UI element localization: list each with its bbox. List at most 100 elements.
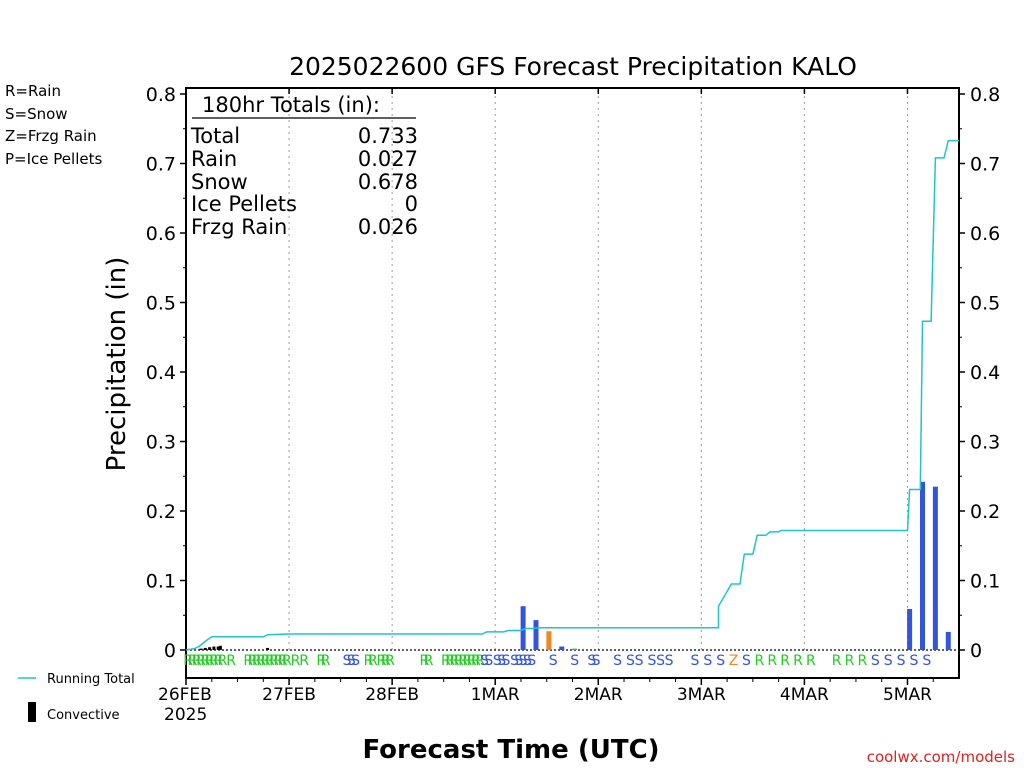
precip-bar (546, 631, 552, 650)
x-tick-label: 28FEB (365, 685, 419, 705)
ptype-symbol: R (364, 653, 374, 669)
y-tick-label-right: 0.1 (970, 571, 1000, 593)
x-tick-label: 5MAR (883, 685, 932, 705)
y-tick-label-right: 0.4 (970, 362, 1000, 384)
y-tick-label-left: 0.8 (146, 84, 176, 106)
ptype-symbol: R (243, 653, 253, 669)
ptype-symbol: R (368, 653, 378, 669)
ptype-symbol: S (742, 653, 751, 669)
totals-label-snow: Snow (191, 170, 248, 194)
convective-bars (199, 645, 270, 650)
ptype-symbol: R (858, 653, 868, 669)
ptype-symbol: R (269, 653, 279, 669)
legend-rain: R=Rain (5, 82, 61, 100)
ptype-symbol: S (690, 653, 699, 669)
ptype-symbol: S (514, 653, 523, 669)
ptype-symbol: R (381, 653, 391, 669)
y-tick-label-left: 0.7 (146, 154, 176, 176)
y-tick-label-left: 0.4 (146, 362, 176, 384)
ptype-symbol: R (273, 653, 283, 669)
ptype-symbol: R (458, 653, 468, 669)
legend-frzg-rain: Z=Frzg Rain (5, 127, 97, 145)
ptype-symbol: R (252, 653, 262, 669)
ptype-symbol: R (471, 653, 481, 669)
convective-bar (216, 646, 220, 650)
y-tick-label-left: 0.3 (146, 432, 176, 454)
ptype-symbol: R (188, 653, 198, 669)
ptype-symbol: S (909, 653, 918, 669)
ptype-symbol: R (780, 653, 790, 669)
precip-bar (533, 620, 539, 650)
precip-bar (932, 486, 938, 650)
ptype-symbol: S (501, 653, 510, 669)
totals-label-total: Total (190, 124, 240, 148)
ptype-symbol: R (226, 653, 236, 669)
ptype-symbol: S (716, 653, 725, 669)
x-tick-label: 3MAR (677, 685, 726, 705)
y-tick-label-right: 0.7 (970, 154, 1000, 176)
convective-bar (218, 645, 222, 650)
y-tick-label-right: 0.8 (970, 84, 1000, 106)
ptype-symbol: S (884, 653, 893, 669)
running-total-legend-label: Running Total (47, 672, 135, 687)
x-axis-label: Forecast Time (UTC) (362, 735, 659, 765)
x-tick-label: 2MAR (574, 685, 623, 705)
convective-swatch (28, 702, 36, 722)
convective-bar (203, 647, 207, 650)
legend-snow: S=Snow (5, 105, 68, 123)
ptype-symbol: S (497, 653, 506, 669)
ptype-symbol: S (665, 653, 674, 669)
ptype-symbol: R (385, 653, 395, 669)
ptype-symbol: S (871, 653, 880, 669)
ptype-symbol: S (480, 653, 489, 669)
legend-ice-pellets: P=Ice Pellets (5, 150, 102, 168)
ptype-symbol: S (484, 653, 493, 669)
ptype-symbol: S (343, 653, 352, 669)
ptype-symbol: S (922, 653, 931, 669)
totals-value-rain: 0.027 (358, 147, 418, 171)
totals-label-rain: Rain (191, 147, 237, 171)
ptype-symbol: R (806, 653, 816, 669)
ptype-symbol: S (626, 653, 635, 669)
ptype-symbol: R (192, 653, 202, 669)
ptype-symbol: R (265, 653, 275, 669)
chart-title: 2025022600 GFS Forecast Precipitation KA… (289, 52, 857, 81)
watermark: coolwx.com/models (867, 748, 1015, 766)
ptype-symbol: Z (729, 653, 739, 669)
ptype-symbol: S (493, 653, 502, 669)
ptype-symbol: R (213, 653, 223, 669)
ptype-symbol: R (200, 653, 210, 669)
ptype-symbol: R (845, 653, 855, 669)
totals-value-snow: 0.678 (358, 170, 418, 194)
ptype-symbol: R (445, 653, 455, 669)
ptype-symbol: S (510, 653, 519, 669)
ptype-symbol: R (419, 653, 429, 669)
ptype-symbol: S (347, 653, 356, 669)
convective-legend-label: Convective (47, 708, 120, 723)
ptype-symbol: R (462, 653, 472, 669)
totals-value-total: 0.733 (358, 124, 418, 148)
series-legend: Running Total Convective (18, 672, 135, 723)
ptype-symbol: R (467, 653, 477, 669)
ptype-symbol: S (549, 653, 558, 669)
totals-label-ice-pellets: Ice Pellets (191, 192, 297, 216)
ptype-symbol: S (587, 653, 596, 669)
ptype-symbol: R (299, 653, 309, 669)
ptype-symbol: R (441, 653, 451, 669)
ptype-symbol: S (703, 653, 712, 669)
ptype-symbol: S (351, 653, 360, 669)
x-tick-label: 26FEB (158, 685, 212, 705)
y-tick-label-left: 0 (164, 640, 176, 662)
ptype-symbol: R (321, 653, 331, 669)
ptype-symbol: R (256, 653, 266, 669)
totals-label-frzg-rain: Frzg Rain (191, 215, 287, 239)
ptype-symbol: S (519, 653, 528, 669)
precip-bar (945, 631, 951, 650)
totals-value-ice-pellets: 0 (405, 192, 418, 216)
ptype-symbol: R (450, 653, 460, 669)
y-tick-label-right: 0 (970, 640, 982, 662)
ptype-symbol: R (218, 653, 228, 669)
